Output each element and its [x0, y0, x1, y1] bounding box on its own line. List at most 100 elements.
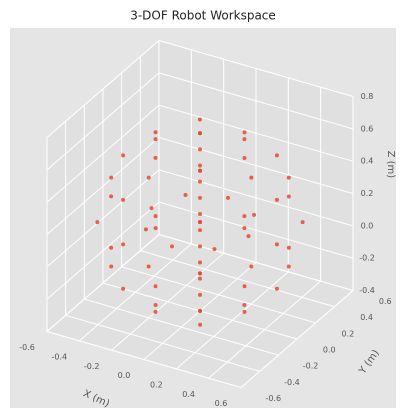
- grid-line: [46, 201, 160, 300]
- point: [198, 244, 202, 249]
- chart-title: 3-DOF Robot Workspace: [130, 9, 276, 23]
- grid-line: [46, 40, 160, 138]
- point: [153, 214, 158, 219]
- grid-line: [140, 250, 335, 308]
- y-tick-label: -0.6: [265, 394, 281, 403]
- grid-line: [65, 314, 260, 372]
- point: [153, 284, 158, 289]
- z-axis-label: Z (m): [385, 151, 396, 179]
- x-tick-label: -0.4: [52, 352, 68, 361]
- point: [153, 137, 158, 142]
- point: [300, 220, 305, 225]
- x-tick-label: 0.4: [182, 390, 195, 399]
- grid-line: [158, 72, 354, 130]
- grid-line: [158, 234, 354, 291]
- point: [198, 212, 202, 216]
- y-tick-label: 0.6: [379, 297, 392, 306]
- point: [153, 155, 158, 160]
- point: [286, 245, 291, 250]
- z-tick-label: 0.2: [361, 189, 374, 198]
- point: [197, 220, 202, 225]
- point: [121, 242, 126, 247]
- z-tick-label: 0.8: [361, 92, 374, 101]
- y-tick-label: 0.0: [323, 345, 336, 354]
- z-tick-label: 0.0: [361, 221, 374, 230]
- z-tick-label: -0.2: [359, 254, 375, 263]
- grid-line: [158, 40, 354, 97]
- point: [198, 260, 202, 265]
- point: [109, 175, 114, 180]
- point: [153, 130, 158, 135]
- point: [153, 303, 158, 308]
- x-tick-label: -0.6: [19, 343, 35, 352]
- point: [242, 137, 247, 142]
- point: [109, 194, 114, 199]
- point: [198, 276, 202, 281]
- grid-line: [46, 234, 160, 332]
- point: [170, 244, 174, 249]
- point: [109, 264, 114, 269]
- point: [286, 194, 291, 199]
- x-tick-label: 0.6: [215, 399, 228, 408]
- point: [242, 155, 247, 160]
- point: [121, 197, 126, 202]
- point: [242, 130, 247, 135]
- point: [183, 193, 188, 198]
- z-tick-label: 0.4: [361, 157, 374, 166]
- point: [226, 195, 230, 200]
- y-tick-label: -0.2: [303, 362, 319, 371]
- point: [252, 212, 257, 217]
- grid-line: [158, 104, 354, 162]
- grid-line: [46, 137, 160, 235]
- point: [242, 309, 247, 314]
- y-tick-label: -0.4: [284, 378, 300, 387]
- point: [249, 264, 254, 269]
- grid-line: [158, 169, 354, 227]
- point: [242, 214, 247, 219]
- point: [149, 206, 154, 211]
- point: [274, 242, 279, 247]
- grid-line: [46, 331, 242, 388]
- point: [198, 308, 202, 313]
- point: [198, 322, 203, 327]
- z-tick-label: -0.4: [359, 286, 375, 295]
- point: [198, 195, 202, 200]
- point: [146, 264, 151, 269]
- grid-line: [46, 104, 160, 203]
- point: [198, 179, 202, 184]
- point: [197, 117, 202, 122]
- point: [198, 168, 203, 173]
- point: [198, 131, 202, 136]
- point: [109, 245, 114, 250]
- point: [274, 197, 279, 202]
- grid-line: [158, 201, 354, 259]
- y-tick-label: 0.2: [342, 329, 355, 338]
- point: [197, 271, 202, 276]
- point: [246, 234, 251, 239]
- point: [274, 153, 279, 158]
- grid-line: [46, 169, 160, 268]
- point: [198, 147, 202, 152]
- point: [153, 309, 158, 314]
- grid-line: [46, 72, 160, 171]
- point: [286, 264, 291, 269]
- grid-line: [158, 137, 354, 194]
- point: [198, 228, 202, 233]
- y-tick-label: 0.4: [360, 313, 373, 322]
- point: [242, 284, 247, 289]
- point: [198, 292, 202, 297]
- point: [242, 303, 247, 308]
- point: [153, 226, 158, 231]
- x-tick-label: -0.2: [84, 362, 100, 371]
- point: [212, 247, 217, 252]
- point: [146, 175, 151, 180]
- x-tick-label: 0.2: [150, 380, 163, 389]
- point: [286, 175, 291, 180]
- point: [249, 175, 254, 180]
- point: [198, 163, 202, 168]
- grid-line: [121, 266, 316, 324]
- z-tick-label: 0.6: [361, 124, 374, 133]
- point: [242, 226, 247, 231]
- point: [121, 153, 126, 158]
